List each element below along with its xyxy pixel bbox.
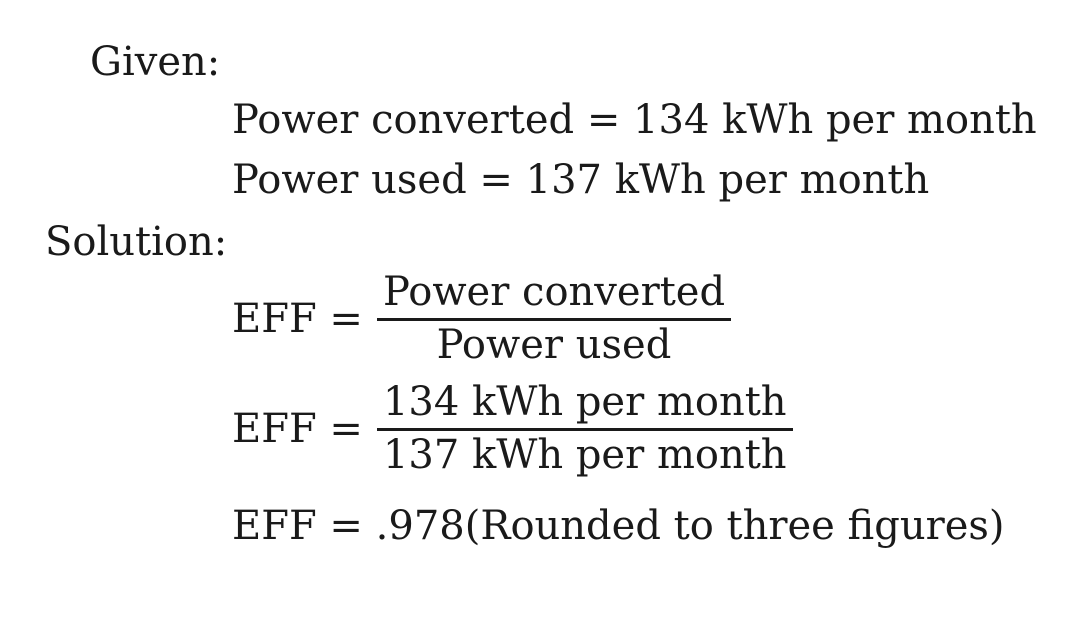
given-line-power-converted: Power converted = 134 kWh per month [232, 97, 1037, 143]
equation-1-lhs: EFF = [232, 295, 363, 342]
equation-1-numerator: Power converted [382, 269, 726, 315]
equation-1-fraction: Power converted Power used [376, 269, 732, 368]
solution-heading: Solution: [45, 219, 228, 265]
equation-2-lhs: EFF = [232, 405, 363, 452]
equation-2-denominator: 137 kWh per month [382, 432, 787, 478]
equation-1-fraction-bar [376, 318, 732, 321]
equation-2-numerator: 134 kWh per month [382, 379, 787, 425]
equation-1-denominator: Power used [436, 322, 672, 368]
equation-1: EFF = Power converted Power used [232, 269, 732, 368]
given-line-power-used: Power used = 137 kWh per month [232, 157, 930, 203]
equation-2: EFF = 134 kWh per month 137 kWh per mont… [232, 382, 793, 475]
equation-2-fraction-bar [376, 428, 793, 431]
equation-2-fraction: 134 kWh per month 137 kWh per month [376, 379, 793, 478]
given-heading: Given: [90, 39, 221, 85]
equation-3-result: EFF = .978(Rounded to three figures) [232, 503, 1005, 549]
